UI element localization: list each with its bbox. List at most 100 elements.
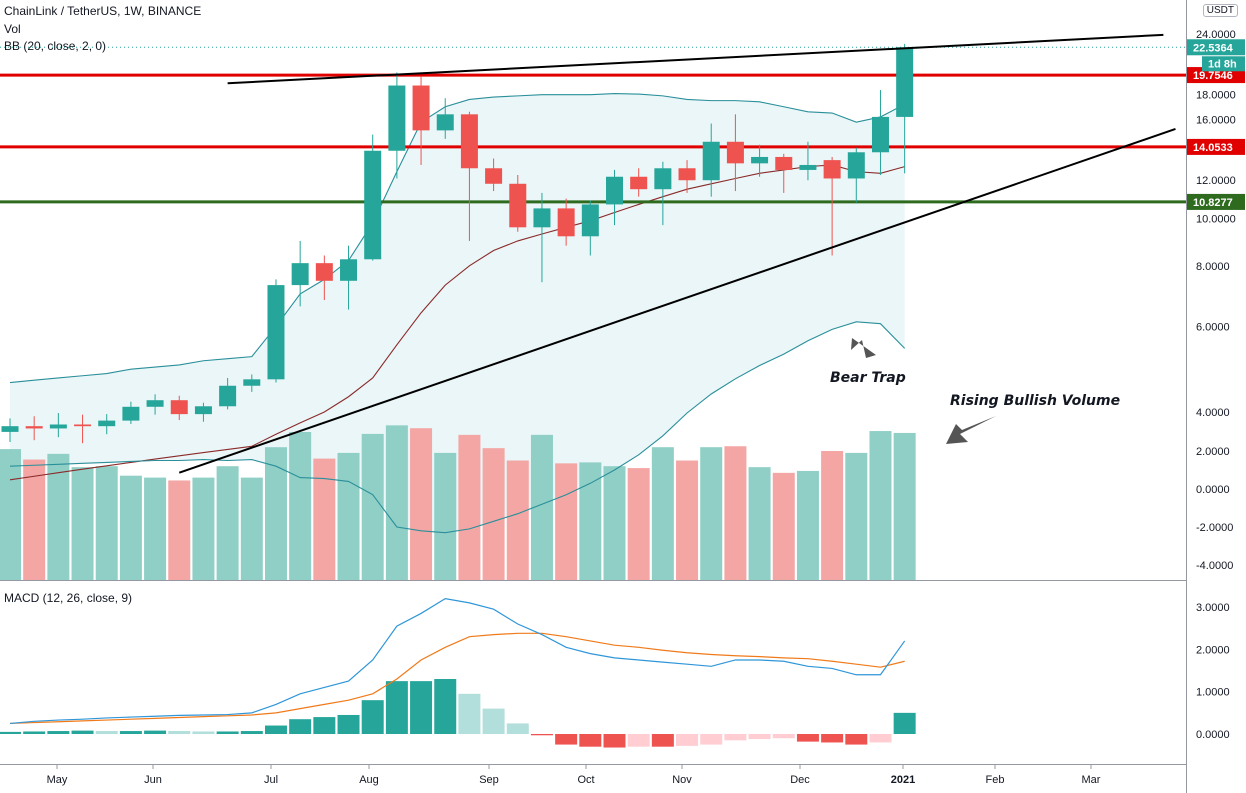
price-tick-label: 10.0000 — [1196, 214, 1236, 226]
candle-body — [315, 263, 333, 281]
candle — [751, 144, 769, 177]
candle — [1, 418, 19, 442]
volume-bar — [676, 460, 699, 580]
symbol-title[interactable]: ChainLink / TetherUS, 1W, BINANCE — [4, 4, 202, 18]
candle-body — [1, 426, 19, 432]
macd-histogram-bar — [168, 731, 191, 734]
time-tick-label: 2021 — [891, 774, 915, 786]
candle — [194, 402, 212, 422]
volume-bar — [192, 477, 215, 580]
time-tick-label: May — [47, 774, 68, 786]
bb-basis-line — [9, 164, 905, 481]
macd-histogram-bar — [651, 734, 674, 747]
price-tag-label: 19.7546 — [1193, 70, 1233, 82]
macd-histogram-bar — [410, 681, 433, 734]
volume-bar — [772, 472, 795, 580]
price-tag-label: 22.5364 — [1193, 42, 1234, 54]
macd-histogram-bar — [95, 731, 118, 734]
volume-bar — [337, 452, 360, 580]
macd-histogram-bar — [361, 700, 384, 734]
lower-trendline — [178, 128, 1176, 474]
candle-body — [364, 150, 382, 260]
candle — [436, 98, 454, 139]
macd-histogram-bar — [893, 712, 916, 734]
bb-fill-area — [10, 93, 905, 533]
volume-bar — [0, 449, 21, 580]
macd-histogram-bar — [264, 725, 287, 734]
volume-bar — [579, 462, 602, 580]
volume-bar — [168, 480, 191, 580]
candle-body — [49, 424, 67, 429]
candle-body — [146, 400, 164, 407]
candle — [823, 156, 841, 256]
candle-body — [896, 47, 914, 117]
macd-indicator-label[interactable]: MACD (12, 26, close, 9) — [4, 591, 133, 605]
candle-body — [581, 204, 599, 237]
time-tick-label: Nov — [672, 774, 692, 786]
macd-histogram-bar — [240, 731, 263, 734]
currency-badge[interactable]: USDT — [1202, 4, 1238, 17]
candle-body — [194, 406, 212, 415]
candle — [291, 240, 309, 307]
candle-body — [871, 116, 889, 153]
candle — [170, 395, 188, 421]
volume-bar — [23, 459, 46, 580]
candle-body — [799, 164, 817, 170]
time-tick-label: Dec — [790, 774, 810, 786]
candle — [485, 158, 503, 192]
volume-bar — [869, 431, 892, 580]
candle — [243, 374, 261, 392]
candle — [896, 43, 914, 174]
volume-bar — [434, 452, 457, 580]
volume-bar — [313, 458, 336, 580]
candle — [581, 200, 599, 256]
candle-body — [654, 168, 672, 190]
time-tick-label: Aug — [359, 774, 379, 786]
volume-bar — [458, 434, 481, 580]
macd-pane — [0, 598, 916, 748]
macd-histogram-bar — [482, 708, 505, 734]
candle-body — [25, 426, 43, 429]
price-tick-label: 16.0000 — [1196, 115, 1236, 127]
volume-bar — [748, 467, 771, 580]
candle-body — [267, 285, 285, 380]
macd-tick-label: 1.0000 — [1196, 687, 1230, 699]
macd-histogram-bar — [676, 734, 699, 746]
macd-histogram-bar — [869, 734, 892, 743]
price-tick-label: 4.0000 — [1196, 407, 1230, 419]
price-tick-label: 12.0000 — [1196, 175, 1236, 187]
candle-body — [823, 160, 841, 179]
candle-body — [606, 176, 623, 205]
volume-indicator-label[interactable]: Vol — [4, 22, 21, 36]
time-tick-label: Oct — [577, 774, 594, 786]
candle — [74, 414, 92, 444]
volume-bar — [651, 447, 674, 580]
candle — [871, 90, 889, 176]
bb-indicator-label[interactable]: BB (20, close, 2, 0) — [4, 39, 107, 53]
countdown-label: 1d 8h — [1208, 58, 1237, 70]
time-tick-label: Sep — [479, 774, 499, 786]
candle-body — [291, 263, 309, 286]
macd-histogram-bar — [700, 734, 723, 745]
volume-bar — [410, 428, 433, 580]
bb-lower-line — [9, 321, 906, 534]
candle — [557, 198, 575, 246]
candle — [654, 161, 672, 226]
candle-body — [509, 183, 527, 228]
candle-body — [630, 176, 648, 190]
macd-histogram-bar — [821, 734, 844, 743]
macd-histogram-bar — [119, 731, 142, 734]
volume-tick-label: -4.0000 — [1196, 560, 1233, 572]
volume-tick-label: 2.0000 — [1196, 446, 1230, 458]
volume-bar — [700, 447, 723, 580]
macd-tick-label: 2.0000 — [1196, 644, 1230, 656]
horizontal-levels — [0, 46, 1186, 204]
volume-bar — [821, 451, 844, 580]
candle — [364, 134, 382, 261]
macd-histogram-bar — [192, 731, 215, 734]
volume-bar — [555, 463, 578, 580]
volume-bar — [603, 466, 626, 580]
macd-histogram-bar — [434, 679, 457, 734]
volume-tick-label: -2.0000 — [1196, 522, 1233, 534]
